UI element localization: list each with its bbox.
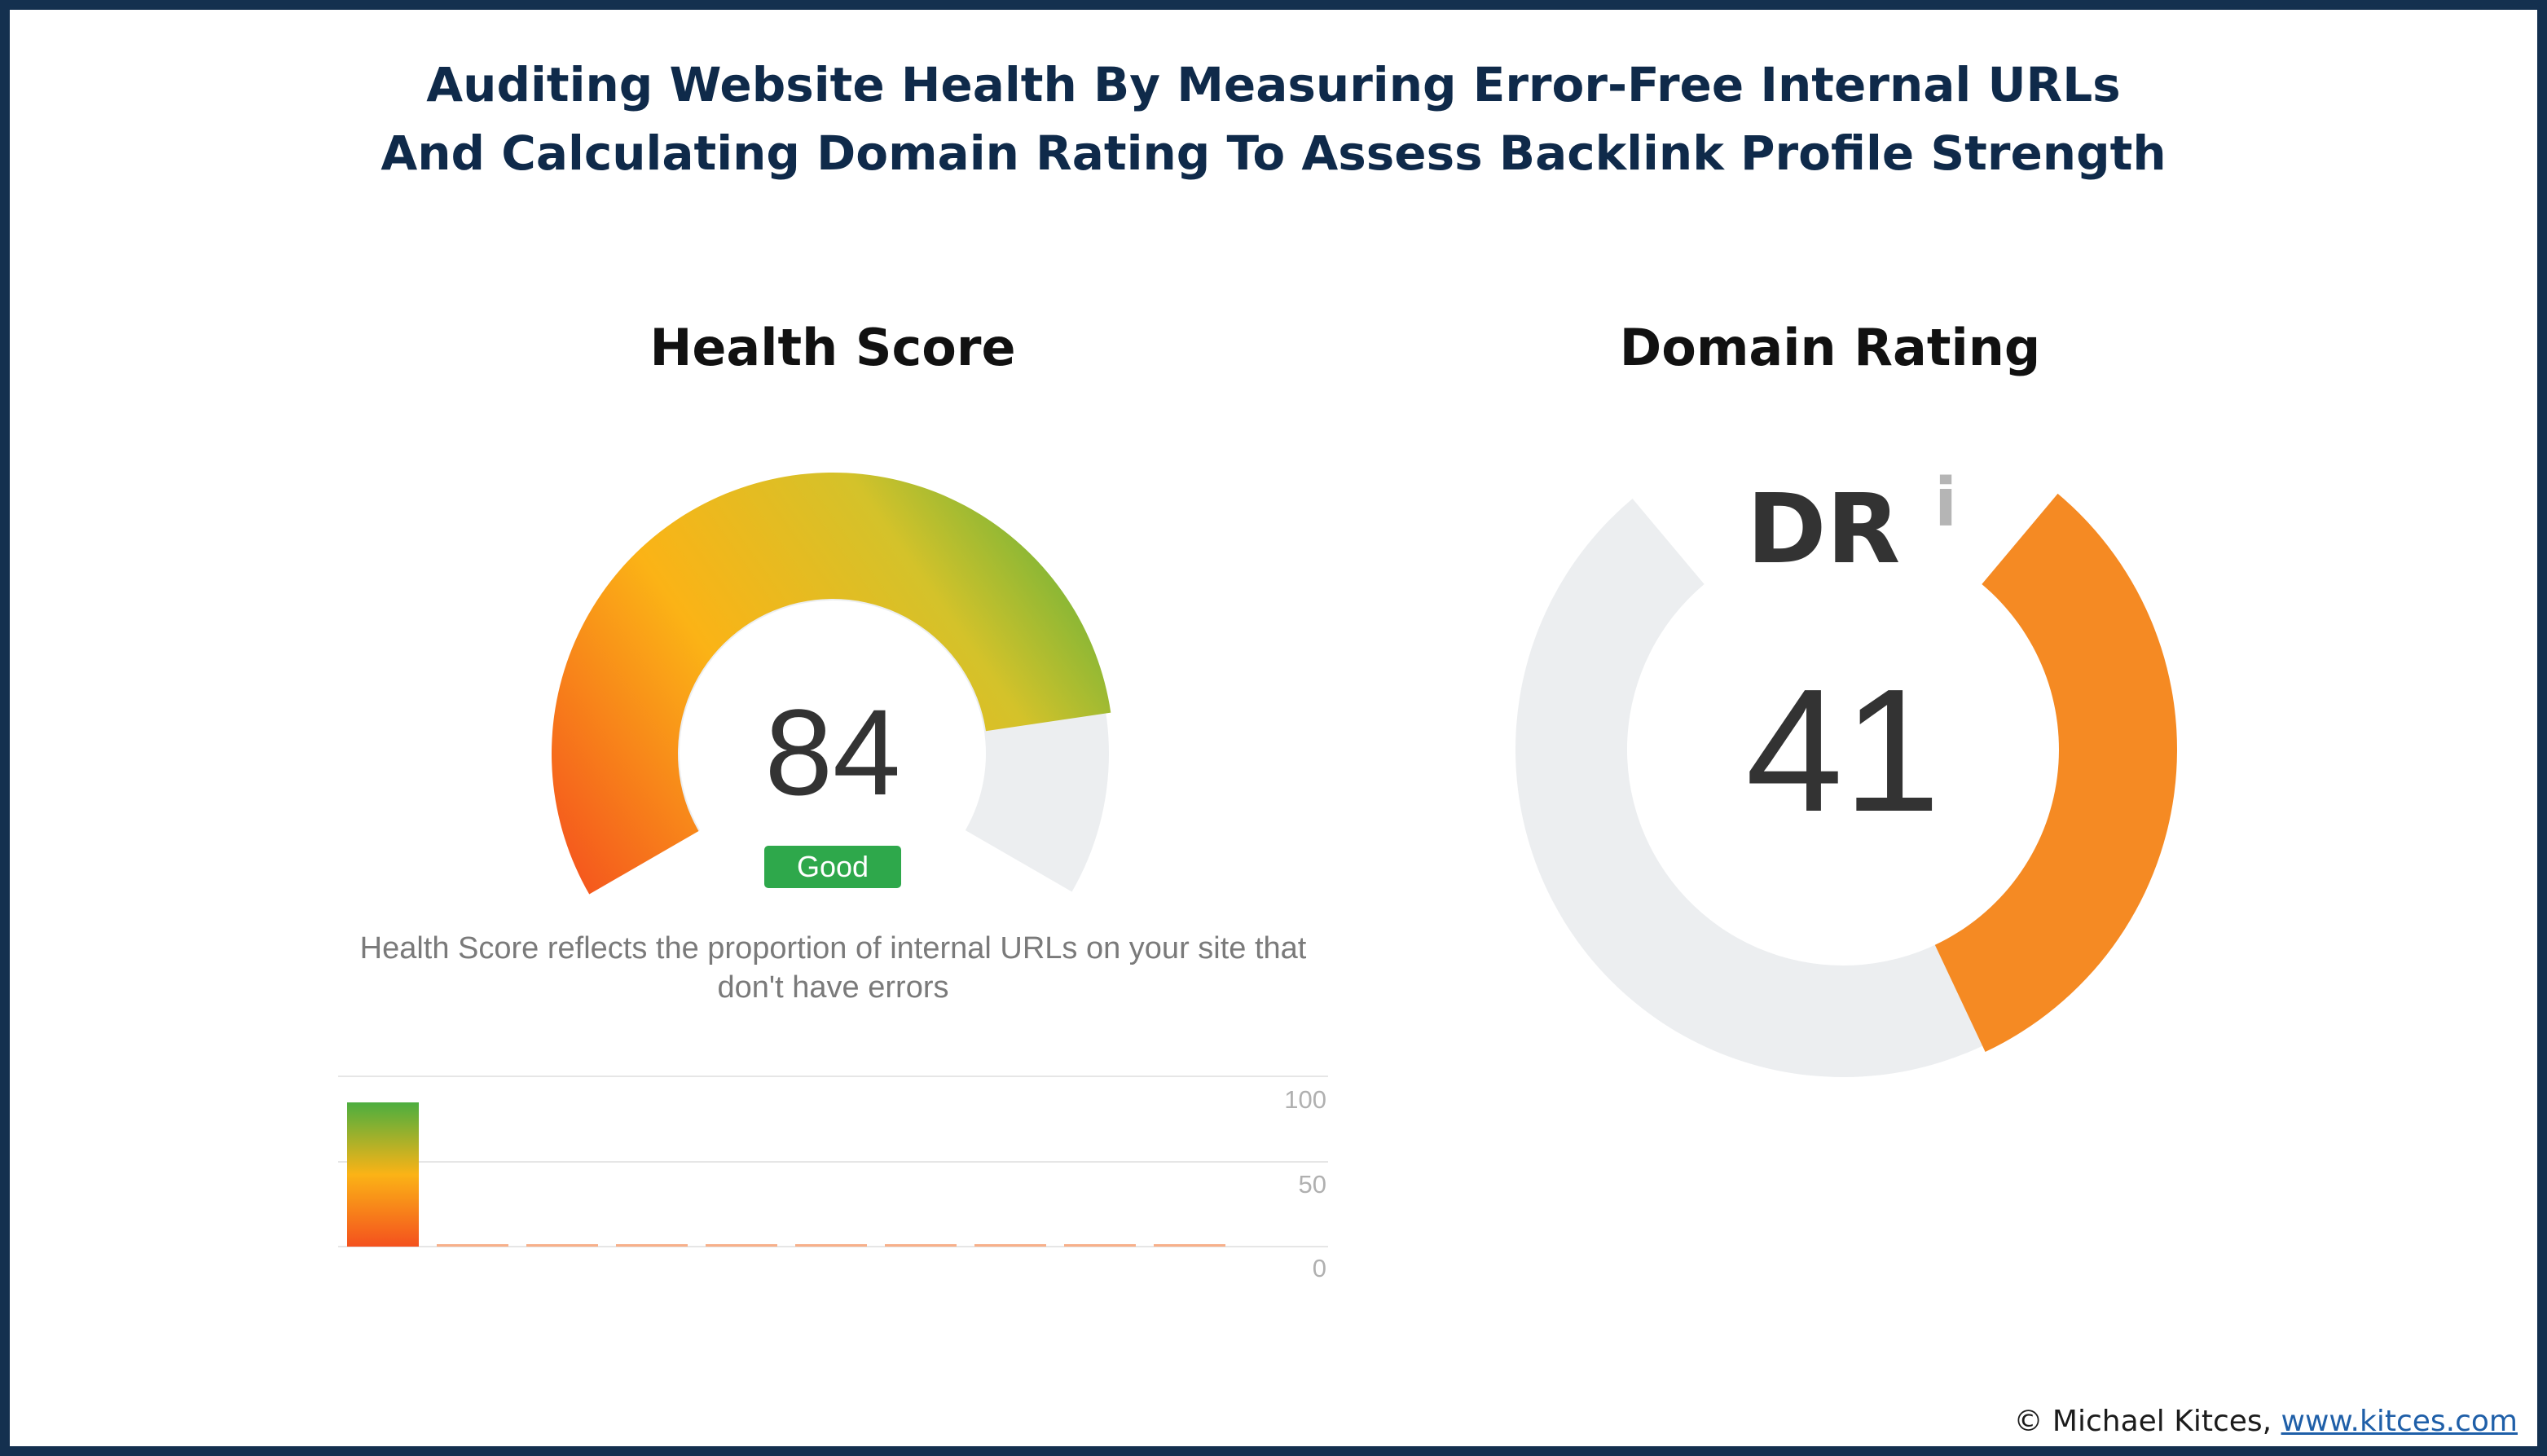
status-badge-label: Good: [797, 850, 869, 883]
chart-bar: [974, 1244, 1046, 1247]
chart-bar: [1064, 1244, 1136, 1247]
copyright-text: © Michael Kitces,: [2013, 1405, 2281, 1438]
chart-bar: [706, 1244, 777, 1247]
health-gauge-fill: [552, 473, 1111, 895]
chart-bar: [347, 1102, 419, 1247]
health-score-value: 84: [765, 684, 901, 820]
chart-bar: [795, 1244, 867, 1247]
kitces-link[interactable]: www.kitces.com: [2281, 1405, 2518, 1438]
chart-bar: [616, 1244, 688, 1247]
domain-rating-heading: Domain Rating: [1619, 318, 2041, 377]
footer-credit: © Michael Kitces, www.kitces.com: [2013, 1405, 2518, 1438]
status-badge: [764, 846, 901, 888]
chart-bar: [885, 1244, 957, 1247]
health-history-chart: 100 50 0: [338, 1076, 1328, 1282]
health-gauge: 84 Good: [552, 473, 1111, 895]
domain-gauge-fill: [1934, 493, 2177, 1052]
info-icon[interactable]: i: [1934, 464, 1957, 542]
chart-bar: [437, 1244, 508, 1247]
slide-title: Auditing Website Health By Measuring Err…: [0, 51, 2547, 187]
health-score-heading: Health Score: [649, 318, 1016, 377]
chart-bar: [526, 1244, 598, 1247]
domain-rating-value: 41: [1745, 652, 1940, 848]
y-tick-label: 0: [1313, 1254, 1326, 1282]
title-line-1: Auditing Website Health By Measuring Err…: [426, 57, 2121, 112]
dr-label: DR: [1747, 473, 1901, 585]
domain-gauge: DR i 41: [1515, 464, 2177, 1077]
health-score-caption: Health Score reflects the proportion of …: [359, 931, 1307, 1005]
chart-bar: [1154, 1244, 1225, 1247]
y-tick-label: 100: [1284, 1085, 1326, 1114]
title-line-2: And Calculating Domain Rating To Assess …: [381, 125, 2166, 181]
y-tick-label: 50: [1299, 1170, 1326, 1199]
